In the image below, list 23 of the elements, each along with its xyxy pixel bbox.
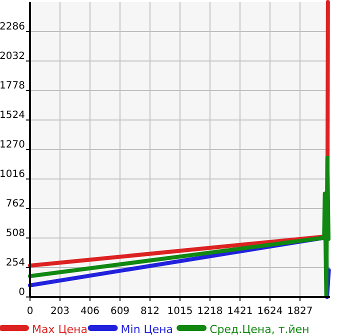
y-tick-label: 2032 [0,51,25,62]
y-tick-label: 1524 [0,110,25,121]
y-tick-label: 254 [6,258,25,268]
legend-label: Min Цена [120,323,174,335]
x-tick-label: 406 [80,306,100,317]
x-tick-label: 1015 [167,306,193,317]
x-tick-label: 0 [26,306,34,317]
y-tick-label: 0 [18,287,25,298]
x-tick-label: 1218 [197,306,223,317]
legend-label: Max Цена [32,323,88,335]
x-tick-label: 609 [110,306,130,317]
y-tick-label: 762 [6,198,25,210]
y-tick-label: 508 [6,228,25,239]
x-tick-label: 1421 [227,306,253,317]
x-tick-label: 812 [140,306,160,317]
x-tick-label: 203 [50,306,70,317]
x-tick-label: 1827 [287,306,313,317]
legend-label: Сред.Цена, т.йен [210,323,310,335]
y-tick-label: 1270 [0,140,25,150]
y-tick-label: 1778 [0,80,25,92]
x-tick-label: 1624 [257,306,283,317]
y-tick-label: 2286 [0,22,25,32]
y-tick-label: 1016 [0,169,25,180]
